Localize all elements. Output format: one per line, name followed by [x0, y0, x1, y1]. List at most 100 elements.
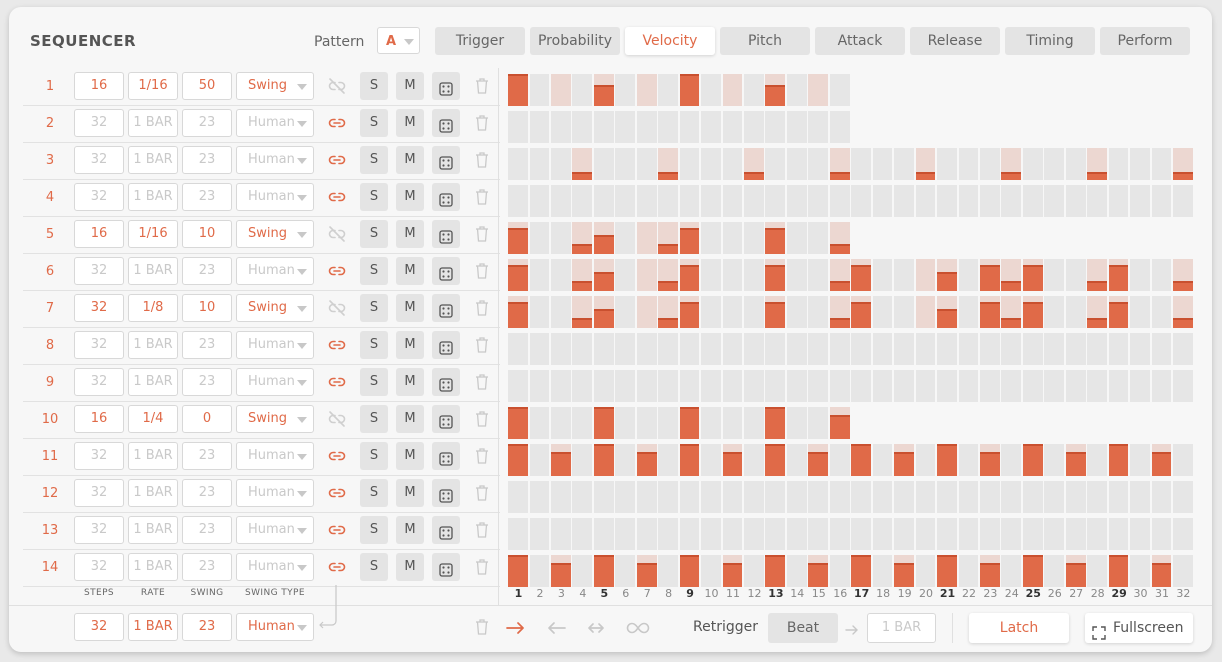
- step-cell[interactable]: [1001, 148, 1022, 180]
- step-cell[interactable]: [786, 222, 807, 254]
- step-cell[interactable]: [851, 518, 872, 550]
- step-cell[interactable]: [701, 481, 721, 513]
- step-cell[interactable]: [701, 370, 721, 402]
- step-cell[interactable]: [1065, 444, 1086, 476]
- mute-button[interactable]: M: [396, 553, 424, 581]
- swing-type-select[interactable]: Swing: [236, 294, 314, 322]
- step-cell[interactable]: [615, 370, 636, 402]
- step-cell[interactable]: [872, 518, 893, 550]
- step-cell[interactable]: [1065, 296, 1086, 328]
- step-cell[interactable]: [1087, 518, 1108, 550]
- step-cell[interactable]: [701, 407, 721, 439]
- step-cell[interactable]: [808, 74, 829, 106]
- retrigger-rate-field[interactable]: 1 BAR: [867, 613, 936, 643]
- step-cell[interactable]: [1087, 259, 1108, 291]
- step-cell[interactable]: [701, 518, 721, 550]
- step-cell[interactable]: [550, 148, 571, 180]
- step-cell[interactable]: [786, 333, 807, 365]
- step-cell[interactable]: [1151, 370, 1172, 402]
- step-cell[interactable]: [701, 296, 721, 328]
- step-cell[interactable]: [593, 407, 614, 439]
- step-cell[interactable]: [958, 444, 979, 476]
- step-cell[interactable]: [808, 518, 829, 550]
- tab-perform[interactable]: Perform: [1100, 27, 1190, 55]
- step-cell[interactable]: [829, 111, 850, 143]
- step-cell[interactable]: [744, 444, 764, 476]
- step-cell[interactable]: [550, 333, 571, 365]
- step-cell[interactable]: [958, 148, 979, 180]
- step-cell[interactable]: [1065, 370, 1086, 402]
- step-cell[interactable]: [529, 333, 550, 365]
- step-cell[interactable]: [722, 481, 743, 513]
- solo-button[interactable]: S: [360, 72, 388, 100]
- step-cell[interactable]: [829, 555, 850, 587]
- step-cell[interactable]: [979, 481, 1000, 513]
- link-icon[interactable]: [327, 187, 347, 207]
- step-cell[interactable]: [572, 74, 593, 106]
- step-cell[interactable]: [636, 111, 657, 143]
- step-cell[interactable]: [572, 296, 593, 328]
- step-cell[interactable]: [915, 481, 936, 513]
- step-cell[interactable]: [915, 296, 936, 328]
- step-cell[interactable]: [1044, 518, 1065, 550]
- swing-field[interactable]: 23: [182, 331, 232, 359]
- step-cell[interactable]: [722, 555, 743, 587]
- step-cell[interactable]: [636, 444, 657, 476]
- step-cell[interactable]: [1022, 518, 1043, 550]
- step-cell[interactable]: [508, 185, 528, 217]
- step-cell[interactable]: [937, 555, 957, 587]
- swing-type-select[interactable]: Human: [236, 257, 314, 285]
- link-icon[interactable]: [327, 372, 347, 392]
- step-cell[interactable]: [701, 74, 721, 106]
- step-cell[interactable]: [958, 185, 979, 217]
- mute-button[interactable]: M: [396, 368, 424, 396]
- rate-field[interactable]: 1 BAR: [128, 183, 178, 211]
- step-cell[interactable]: [808, 259, 829, 291]
- step-cell[interactable]: [1151, 444, 1172, 476]
- step-cell[interactable]: [1087, 370, 1108, 402]
- step-cell[interactable]: [786, 444, 807, 476]
- mute-button[interactable]: M: [396, 294, 424, 322]
- step-cell[interactable]: [744, 148, 764, 180]
- step-cell[interactable]: [1108, 148, 1129, 180]
- swing-type-select[interactable]: Human: [236, 442, 314, 470]
- steps-field[interactable]: 32: [74, 442, 124, 470]
- steps-field[interactable]: 32: [74, 479, 124, 507]
- step-cell[interactable]: [658, 518, 678, 550]
- step-cell[interactable]: [508, 518, 528, 550]
- step-cell[interactable]: [550, 111, 571, 143]
- step-cell[interactable]: [851, 555, 872, 587]
- step-cell[interactable]: [1130, 518, 1150, 550]
- step-cell[interactable]: [808, 111, 829, 143]
- step-cell[interactable]: [829, 518, 850, 550]
- rate-field[interactable]: 1/8: [128, 294, 178, 322]
- step-cell[interactable]: [508, 148, 528, 180]
- step-cell[interactable]: [894, 444, 914, 476]
- step-cell[interactable]: [1108, 370, 1129, 402]
- step-cell[interactable]: [915, 555, 936, 587]
- step-cell[interactable]: [636, 148, 657, 180]
- trash-icon[interactable]: [474, 299, 490, 317]
- steps-field[interactable]: 32: [74, 294, 124, 322]
- step-cell[interactable]: [872, 333, 893, 365]
- step-cell[interactable]: [1001, 370, 1022, 402]
- rate-field[interactable]: 1 BAR: [128, 331, 178, 359]
- step-cell[interactable]: [572, 407, 593, 439]
- step-cell[interactable]: [1087, 444, 1108, 476]
- latch-button[interactable]: Latch: [969, 613, 1069, 643]
- link-icon[interactable]: [327, 150, 347, 170]
- step-cell[interactable]: [808, 555, 829, 587]
- step-cell[interactable]: [572, 111, 593, 143]
- step-cell[interactable]: [1022, 481, 1043, 513]
- step-cell[interactable]: [1108, 259, 1129, 291]
- step-cell[interactable]: [872, 370, 893, 402]
- swing-type-select[interactable]: Swing: [236, 72, 314, 100]
- step-cell[interactable]: [529, 259, 550, 291]
- step-cell[interactable]: [808, 481, 829, 513]
- step-cell[interactable]: [829, 333, 850, 365]
- step-cell[interactable]: [679, 333, 700, 365]
- trash-icon[interactable]: [474, 484, 490, 502]
- step-cell[interactable]: [658, 148, 678, 180]
- step-cell[interactable]: [786, 518, 807, 550]
- step-cell[interactable]: [1151, 518, 1172, 550]
